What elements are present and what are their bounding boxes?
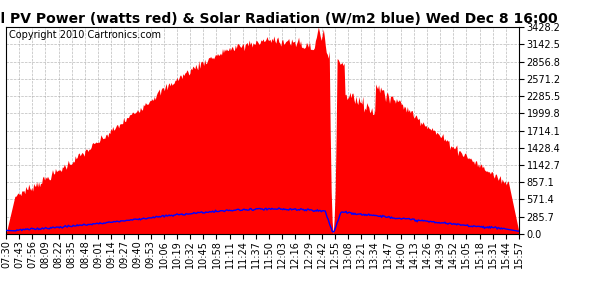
Title: Total PV Power (watts red) & Solar Radiation (W/m2 blue) Wed Dec 8 16:00: Total PV Power (watts red) & Solar Radia… — [0, 12, 558, 26]
Text: Copyright 2010 Cartronics.com: Copyright 2010 Cartronics.com — [8, 30, 161, 40]
